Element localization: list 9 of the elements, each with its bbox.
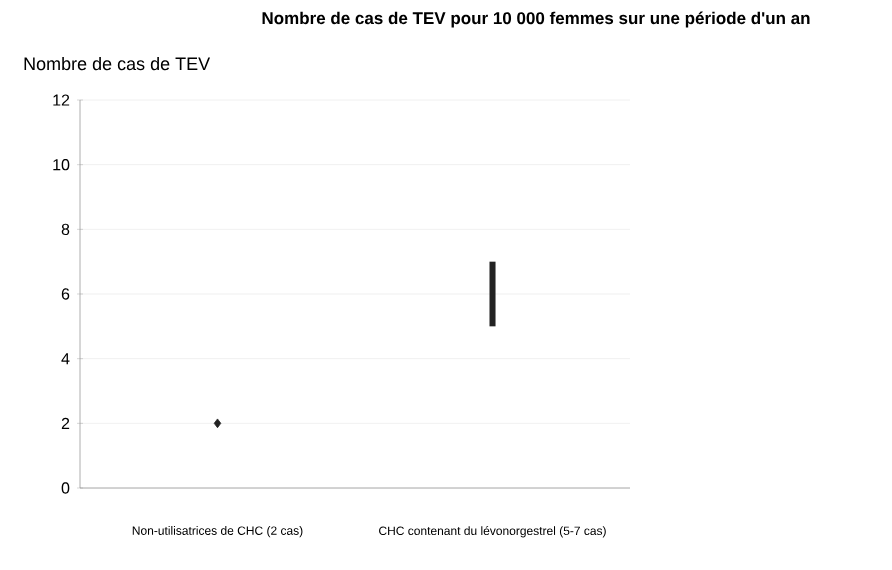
y-tick-label: 10 [53,159,70,171]
y-tick-label: 12 [53,94,70,106]
y-tick-label: 8 [61,223,70,235]
chart-title: Nombre de cas de TEV pour 10 000 femmes sur une période d'un an [262,11,810,28]
y-tick-label: 0 [61,482,70,494]
y-axis-title: Nombre de cas de TEV [24,56,211,71]
y-tick-label: 2 [61,417,70,429]
y-tick-label: 6 [61,288,70,300]
y-tick-label: 4 [61,353,70,365]
